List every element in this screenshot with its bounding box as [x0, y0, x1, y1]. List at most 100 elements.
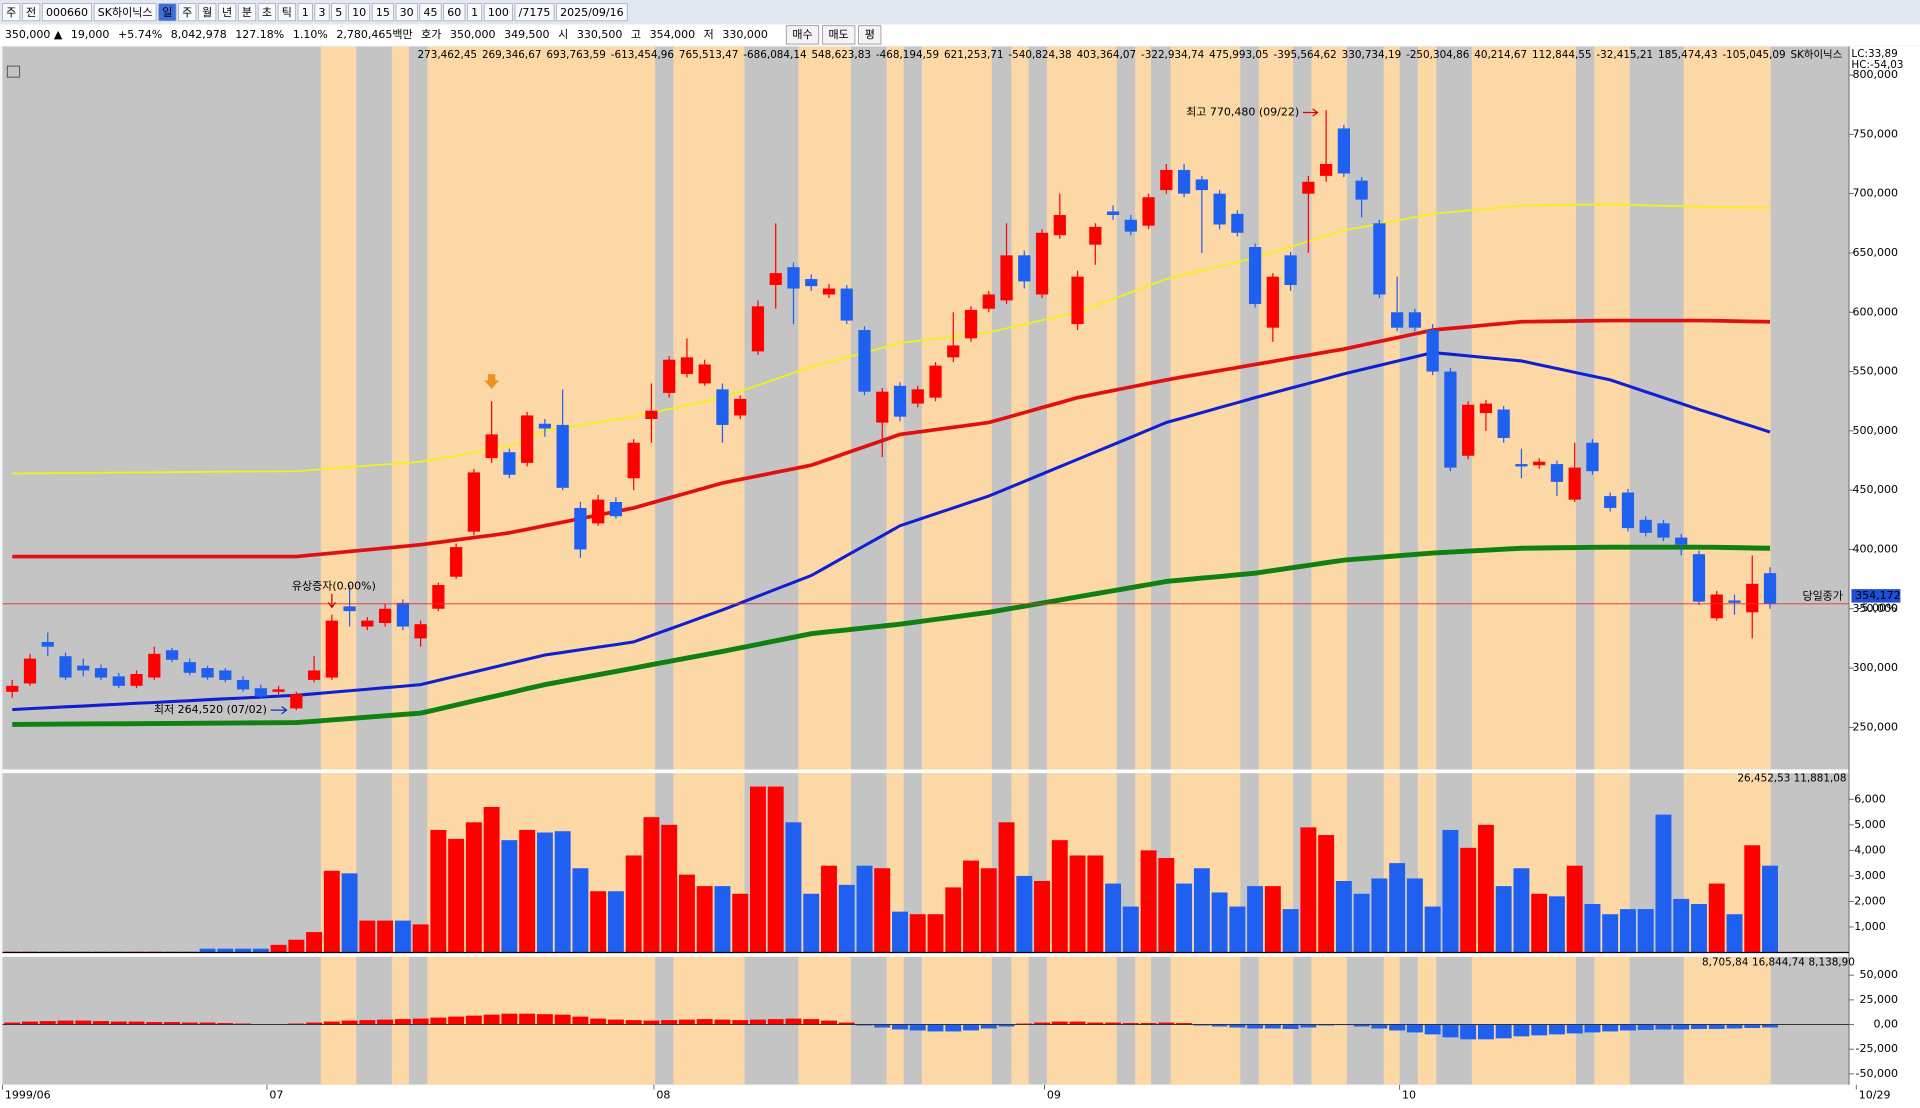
candle-body — [734, 398, 747, 416]
volume-bar — [1531, 893, 1548, 953]
toolbar-button[interactable] — [217, 3, 237, 22]
candle-body — [378, 608, 392, 623]
volume-bar — [1548, 896, 1565, 953]
macd-bar — [1034, 1022, 1050, 1025]
volume-bar — [1637, 909, 1654, 953]
candle-body — [982, 294, 995, 309]
toolbar-button[interactable] — [348, 3, 371, 22]
macd-bar — [750, 1019, 766, 1025]
macd-bar — [554, 1014, 571, 1025]
toolbar-button[interactable] — [198, 3, 217, 22]
candle-body — [1035, 232, 1049, 295]
toolbar-button[interactable] — [419, 3, 442, 22]
macd-bar — [1637, 1024, 1654, 1030]
toolbar-button[interactable] — [93, 3, 157, 22]
y-tick-label: 350,000 — [1852, 602, 1898, 615]
order-button-label: 매도 — [829, 28, 849, 41]
toolbar-button[interactable] — [297, 3, 313, 22]
volume-bar — [252, 948, 269, 953]
macd-bar — [1353, 1024, 1370, 1027]
candle-body — [183, 662, 196, 673]
candle-body — [627, 442, 640, 479]
y-tick-label: 300,000 — [1852, 661, 1898, 674]
session-band — [1011, 46, 1029, 1085]
candle-body — [396, 602, 409, 627]
indicator-value: 112,844,55 — [1532, 49, 1592, 61]
order-button[interactable] — [785, 25, 820, 45]
toolbar-button[interactable] — [178, 3, 197, 22]
toolbar-button[interactable] — [331, 3, 347, 22]
lc-label: LC:33,89 — [1851, 48, 1897, 60]
volume-bar — [785, 822, 802, 953]
toolbar-button[interactable] — [395, 3, 418, 22]
volume-bar — [625, 855, 642, 953]
y-tick-label: 6,000 — [1854, 792, 1886, 805]
candle-body — [148, 653, 161, 678]
toolbar-label: 100 — [488, 6, 509, 19]
volume-bar — [1389, 863, 1406, 953]
toolbar-button[interactable] — [371, 3, 394, 22]
macd-bar — [1318, 1024, 1335, 1026]
macd-bar — [1264, 1024, 1281, 1029]
macd-bar — [217, 1023, 234, 1025]
toolbar-label: 초 — [262, 6, 272, 19]
toolbar-button[interactable] — [277, 3, 296, 22]
macd-bar — [607, 1019, 624, 1025]
indicator-value: -540,824,38 — [1008, 49, 1071, 61]
macd-bar — [164, 1022, 180, 1025]
toolbar-button[interactable] — [514, 3, 555, 22]
x-tick-label: 08 — [656, 1089, 670, 1102]
toolbar-button[interactable] — [483, 3, 513, 22]
candle-body — [130, 673, 143, 686]
candle-body — [1355, 180, 1368, 200]
volume-bar — [430, 829, 447, 953]
session-band — [886, 46, 904, 1085]
toolbar-label: 2025/09/16 — [560, 6, 623, 19]
macd-bar — [1140, 1023, 1157, 1025]
macd-header: 8,705,84 — [1702, 956, 1749, 968]
candle-body — [1089, 226, 1102, 245]
y-tick-label: 0,00 — [1873, 1018, 1898, 1031]
order-button[interactable] — [858, 25, 882, 45]
macd-bar — [1620, 1024, 1636, 1031]
macd-bar — [945, 1024, 962, 1032]
volume-bar — [821, 865, 837, 953]
macd-bar — [1105, 1022, 1122, 1025]
macd-bar — [980, 1024, 997, 1029]
toolbar-button[interactable] — [467, 3, 483, 22]
volume-bar — [1424, 906, 1441, 953]
volume-bar — [1069, 855, 1086, 953]
order-button[interactable] — [822, 25, 856, 45]
volume-bar — [1335, 881, 1352, 953]
candle-body — [1604, 496, 1617, 508]
toolbar-button[interactable] — [41, 3, 93, 22]
toolbar-button[interactable] — [443, 3, 466, 22]
candle-body — [1106, 211, 1120, 216]
toolbar-button[interactable] — [314, 3, 330, 22]
toolbar-label: 5 — [335, 6, 342, 19]
toolbar-button[interactable] — [158, 3, 177, 22]
order-button-label: 매수 — [792, 28, 812, 41]
toolbar-button[interactable] — [22, 3, 41, 22]
order-button-label: 평 — [865, 28, 875, 41]
candle-body — [805, 279, 818, 287]
toolbar-button[interactable] — [2, 3, 21, 22]
volume-bar — [1353, 893, 1370, 953]
x-tick-label: 09 — [1047, 1089, 1061, 1102]
volume-bar — [412, 924, 429, 953]
candle-body — [698, 364, 711, 384]
candle-body — [6, 685, 19, 692]
candle-body — [1000, 255, 1013, 301]
indicator-value: 621,253,71 — [944, 49, 1004, 61]
candle-body — [964, 309, 978, 339]
quote-field: 350,000 ▲ — [5, 28, 63, 41]
toolbar-button[interactable] — [556, 3, 628, 22]
toolbar-button[interactable] — [257, 3, 277, 22]
candle-body — [1479, 403, 1493, 414]
toolbar-button[interactable] — [237, 3, 257, 22]
candle-body — [1692, 554, 1706, 602]
candle-body — [1533, 461, 1546, 466]
volume-bar — [714, 886, 731, 953]
candle-body — [1586, 442, 1599, 472]
